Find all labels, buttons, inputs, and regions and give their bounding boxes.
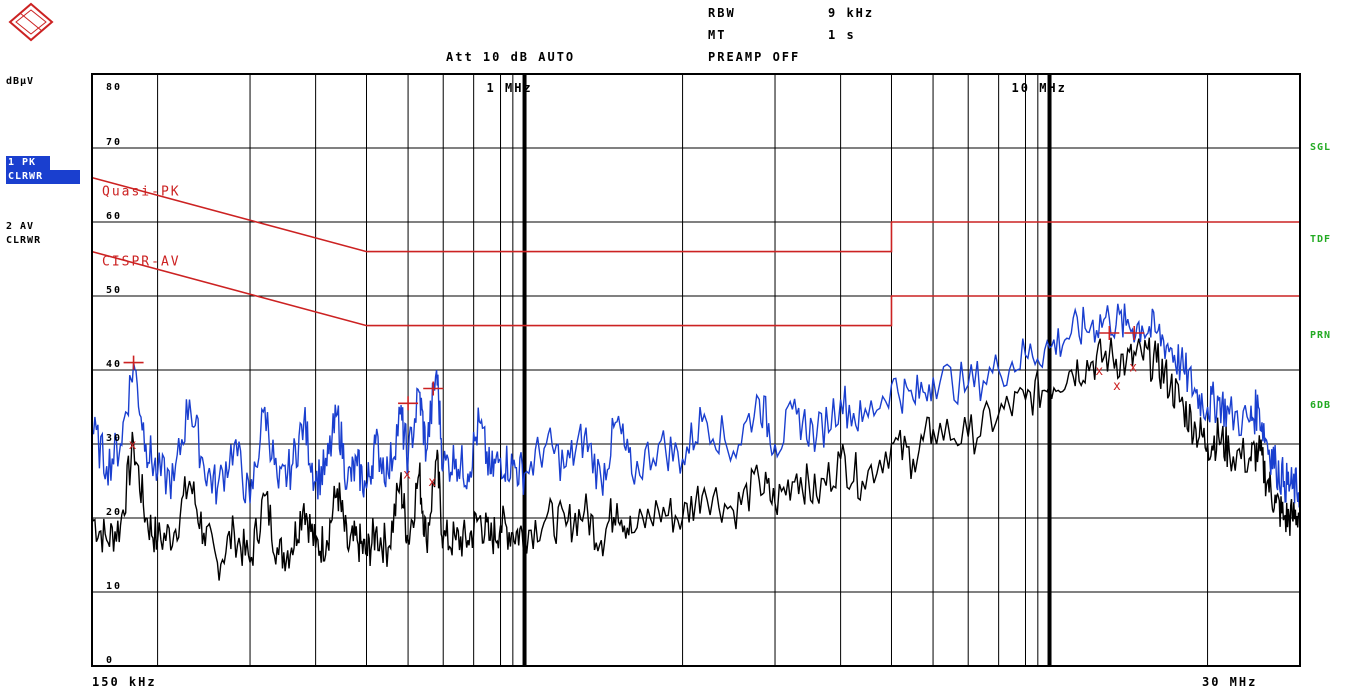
trace2-detector: CLRWR — [6, 235, 42, 246]
attenuation-text: Att 10 dB AUTO — [446, 50, 576, 64]
x-start-label: 150 kHz — [92, 675, 157, 689]
prn-status: PRN — [1310, 330, 1332, 341]
limit-line-2 — [91, 250, 1300, 327]
y-tick-label: 70 — [106, 137, 122, 148]
limit-label-1: Quasi-PK — [102, 185, 181, 200]
6db-status: 6DB — [1310, 400, 1332, 411]
trace1-mode: 1 PK — [6, 156, 50, 170]
y-tick-label: 10 — [106, 581, 122, 592]
peak-marker — [123, 355, 144, 370]
mt-label: MT — [708, 28, 727, 42]
y-tick-label: 50 — [106, 285, 122, 296]
trace1-indicator[interactable]: 1 PK CLRWR — [6, 156, 80, 184]
unit-label: dBµV — [6, 76, 35, 87]
average-marker: x — [403, 468, 411, 483]
x-mark-label: 1 MHz — [487, 81, 533, 95]
sgl-status: SGL — [1310, 142, 1332, 153]
y-tick-label: 20 — [106, 507, 122, 518]
rbw-label: RBW — [708, 6, 736, 20]
peak-trace — [91, 303, 1301, 508]
average-marker: x — [1095, 364, 1103, 379]
plot-frame — [91, 73, 1301, 667]
average-marker: x — [129, 438, 137, 453]
limit-lines: Quasi-PK CISPR-AV — [91, 176, 1300, 327]
trace2-mode: 2 AV — [6, 221, 35, 232]
limit-label-2: CISPR-AV — [102, 255, 181, 270]
preamp-text: PREAMP OFF — [708, 50, 801, 64]
average-marker: x — [428, 475, 436, 490]
peak-marker — [398, 396, 419, 411]
y-tick-label: 60 — [106, 211, 122, 222]
y-tick-label: 40 — [106, 359, 122, 370]
chart-grid — [92, 74, 1300, 666]
trace1-detector: CLRWR — [6, 170, 80, 184]
y-tick-label: 30 — [106, 433, 122, 444]
mt-value: 1 s — [828, 28, 856, 42]
average-marker: x — [1113, 379, 1121, 394]
tdf-status: TDF — [1310, 234, 1332, 245]
peak-marker — [1124, 326, 1145, 340]
average-marker: x — [1129, 360, 1137, 375]
average-trace — [91, 337, 1301, 581]
rbw-value: 9 kHz — [828, 6, 875, 20]
rs-logo — [6, 2, 56, 42]
peak-marker — [1099, 326, 1120, 340]
x-mark-label: 10 MHz — [1012, 81, 1067, 95]
y-tick-label: 0 — [106, 655, 114, 666]
trace2-indicator[interactable]: 2 AV CLRWR — [6, 220, 41, 248]
traces — [91, 303, 1301, 581]
limit-line-1 — [91, 176, 1300, 253]
peak-marker — [423, 381, 444, 396]
x-end-label: 30 MHz — [1202, 675, 1257, 689]
axis-labels: 0 10 20 30 40 50 60 70 80 1 MHz 10 MHz 150 kHz 30 MH… — [92, 81, 1257, 689]
y-tick-label: 80 — [106, 82, 122, 93]
